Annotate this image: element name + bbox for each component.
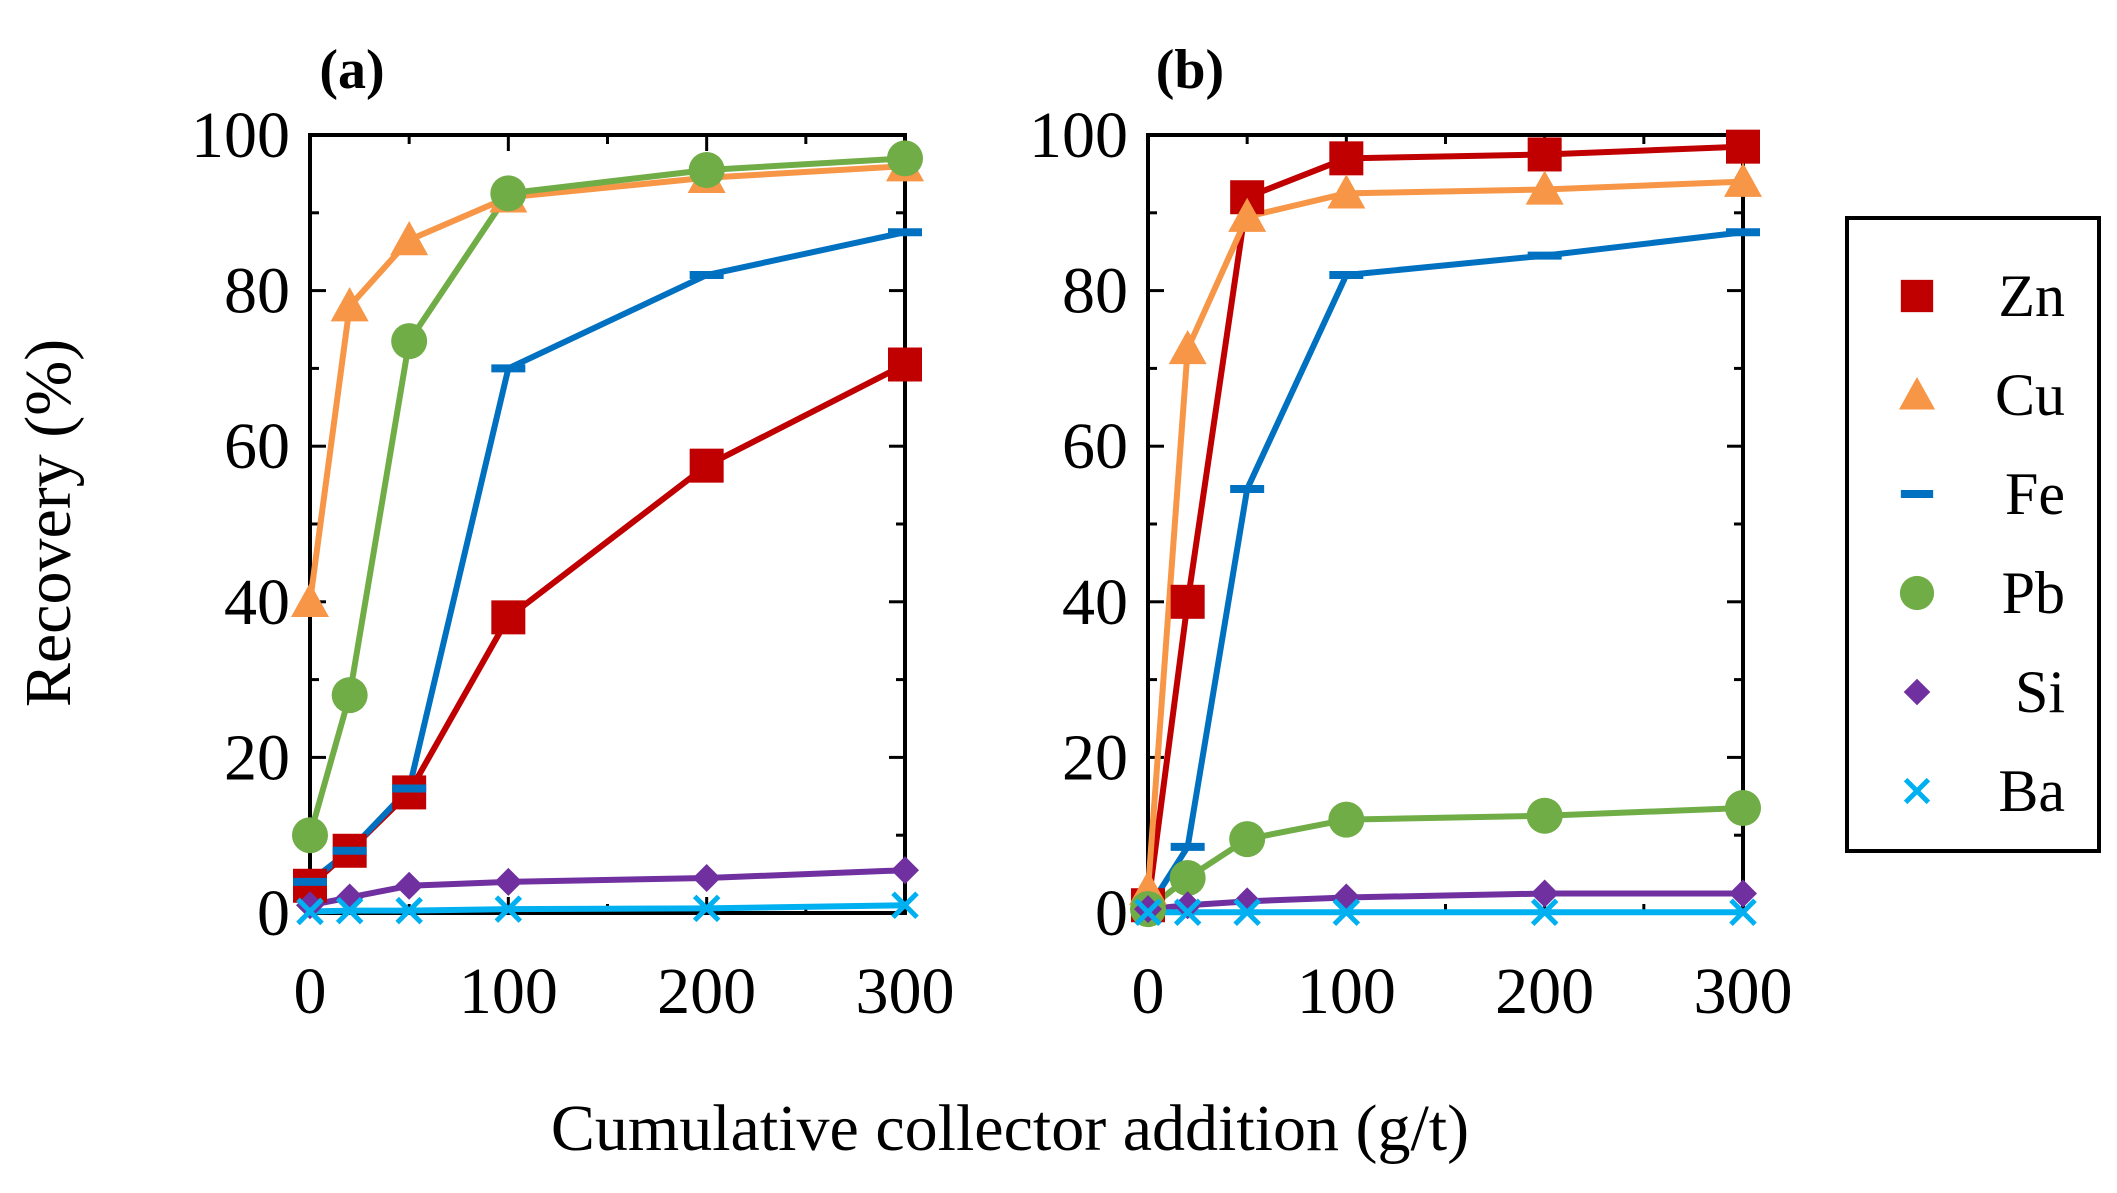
data-point-pb xyxy=(887,140,923,177)
x-tick-label: 300 xyxy=(856,955,955,1028)
data-point-zn xyxy=(1329,141,1364,176)
legend-label-cu: Cu xyxy=(1995,362,2065,428)
legend-label-ba: Ba xyxy=(1998,758,2065,824)
data-point-pb xyxy=(1526,797,1563,834)
y-tick-label: 20 xyxy=(1062,721,1128,794)
data-point-ba xyxy=(1173,898,1202,926)
data-point-zn xyxy=(888,347,922,382)
data-point-pb xyxy=(1229,821,1266,858)
data-point-pb xyxy=(292,817,328,854)
y-tick-label: 80 xyxy=(224,255,290,328)
data-point-pb xyxy=(490,175,527,212)
data-point-cu xyxy=(1228,197,1267,232)
data-point-ba xyxy=(891,891,919,919)
legend-label-pb: Pb xyxy=(2002,560,2065,626)
legend-marker-ba xyxy=(1903,777,1931,805)
legend-label-zn: Zn xyxy=(1998,263,2065,329)
data-point-zn xyxy=(1527,137,1562,172)
data-point-cu xyxy=(330,287,369,322)
panel-a-label: (a) xyxy=(319,39,384,101)
data-point-cu xyxy=(390,221,429,256)
x-tick-label: 200 xyxy=(657,955,756,1028)
y-tick-label: 0 xyxy=(1095,877,1128,950)
y-tick-label: 60 xyxy=(1062,410,1128,483)
data-point-si xyxy=(1332,883,1361,912)
data-point-zn xyxy=(1170,584,1205,619)
data-point-cu xyxy=(291,582,329,617)
legend-marker-pb xyxy=(1899,575,1935,611)
x-tick-label: 300 xyxy=(1694,955,1793,1028)
data-point-si xyxy=(1729,879,1757,908)
data-point-si xyxy=(296,891,324,920)
panel-a: (a) 0 20 40 60 80 100 0 100 200 300 xyxy=(191,39,955,1028)
y-axis-title: Recovery (%) xyxy=(12,339,85,707)
data-point-pb xyxy=(1169,859,1206,896)
data-point-si xyxy=(692,863,721,892)
x-tick-label: 100 xyxy=(1297,955,1396,1028)
data-point-ba xyxy=(296,897,324,926)
data-point-zn xyxy=(1726,129,1760,164)
legend-marker-si xyxy=(1903,678,1931,706)
data-point-pb xyxy=(331,677,368,714)
panel-b-label: (b) xyxy=(1156,39,1224,101)
y-tick-label: 100 xyxy=(191,99,290,172)
data-point-si xyxy=(891,856,919,885)
data-point-si xyxy=(1530,879,1559,908)
series-line-zn xyxy=(1145,143,1744,906)
legend: Zn Cu Fe Pb Si Ba xyxy=(1845,216,2101,853)
legend-label-fe: Fe xyxy=(2005,461,2065,527)
y-tick-label: 0 xyxy=(257,877,290,950)
y-tick-label: 40 xyxy=(224,566,290,639)
data-point-pb xyxy=(1328,801,1365,838)
data-point-cu xyxy=(1327,174,1366,209)
x-axis-title: Cumulative collector addition (g/t) xyxy=(551,1092,1469,1165)
legend-box xyxy=(1845,216,2101,853)
data-point-ba xyxy=(1332,898,1361,926)
data-point-si xyxy=(494,867,523,896)
data-point-ba xyxy=(395,896,423,925)
x-tick-label: 0 xyxy=(1132,955,1165,1028)
series-line-pb xyxy=(307,155,906,837)
series-line-fe xyxy=(1145,229,1744,911)
data-point-ba xyxy=(1729,898,1757,926)
x-tick-label: 100 xyxy=(459,955,558,1028)
data-point-ba xyxy=(494,895,523,923)
series-line-cu xyxy=(1145,178,1744,890)
y-tick-label: 80 xyxy=(1062,255,1128,328)
series-line-ba xyxy=(309,902,906,915)
x-tick-label: 0 xyxy=(294,955,327,1028)
y-tick-label: 60 xyxy=(224,410,290,483)
data-point-pb xyxy=(688,152,725,189)
data-point-ba xyxy=(1530,898,1559,926)
y-tick-label: 100 xyxy=(1029,99,1128,172)
data-point-si xyxy=(395,871,424,900)
data-point-pb xyxy=(1725,789,1761,826)
panel-b: (b) 0 20 40 60 80 100 0 100 200 300 xyxy=(1029,39,1793,1028)
series-line-cu xyxy=(307,163,906,603)
data-point-pb xyxy=(391,323,428,360)
data-point-ba xyxy=(335,896,364,925)
data-point-zn xyxy=(491,600,526,635)
data-point-cu xyxy=(1168,329,1207,365)
data-point-si xyxy=(1173,891,1202,920)
data-point-ba xyxy=(1233,898,1261,926)
data-point-ba xyxy=(1134,898,1162,926)
y-tick-label: 40 xyxy=(1062,566,1128,639)
data-point-cu xyxy=(1525,170,1564,205)
legend-label-si: Si xyxy=(2015,659,2065,725)
data-point-cu xyxy=(1724,162,1762,197)
legend-marker-cu xyxy=(1898,376,1936,410)
legend-marker-zn xyxy=(1900,279,1934,313)
x-tick-label: 200 xyxy=(1495,955,1594,1028)
data-point-zn xyxy=(689,448,724,483)
data-point-ba xyxy=(692,894,721,923)
y-tick-label: 20 xyxy=(224,721,290,794)
